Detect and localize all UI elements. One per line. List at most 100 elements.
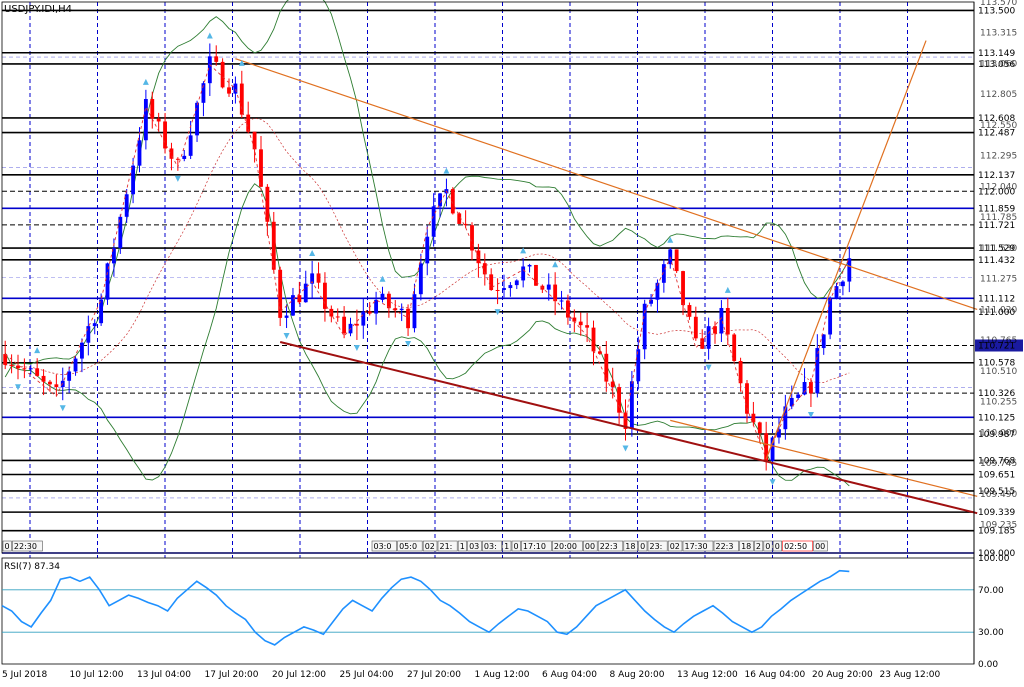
candle-body <box>559 300 564 302</box>
candle-body <box>99 299 104 324</box>
price-tick-label: 113.315 <box>980 29 1017 39</box>
time-tick-label: 1 Aug 12:00 <box>475 670 530 680</box>
fractal-down-arrow <box>174 175 181 182</box>
time-tag-label: 02 <box>425 542 435 551</box>
level-label: 111.529 <box>978 244 1015 254</box>
level-label: 110.125 <box>978 413 1015 423</box>
time-tick-label: 20 Aug 20:00 <box>812 670 873 680</box>
time-tag-label: 1 <box>460 542 465 551</box>
candle-body <box>22 368 27 370</box>
time-tag-box <box>422 540 438 552</box>
candle-body <box>457 213 462 224</box>
candle-body <box>527 264 532 267</box>
time-tag-label: 0 <box>5 542 10 551</box>
price-tick-label: 111.785 <box>980 213 1017 223</box>
time-tick-label: 25 Jul 04:00 <box>340 670 394 680</box>
candle-body <box>361 311 366 326</box>
candle-body <box>86 326 91 343</box>
candle-body <box>815 348 820 394</box>
trendline[interactable] <box>765 40 927 460</box>
time-tags: 0 22:30 03:0 05:0 02 21: 1 03 03: 1 0 17:10 20:00 00 2… <box>2 540 828 552</box>
fractal-up-arrow <box>142 78 149 85</box>
level-label: 112.000 <box>978 187 1015 197</box>
trendline[interactable] <box>670 419 978 497</box>
price-tick-label: 110.255 <box>980 398 1017 408</box>
candle-body <box>342 316 347 334</box>
time-tag-box <box>647 540 668 552</box>
candle-body <box>143 99 148 141</box>
candle-body <box>745 383 749 414</box>
level-label: 111.000 <box>978 308 1015 318</box>
zigzag-line <box>4 63 850 461</box>
candle-body <box>463 223 468 226</box>
fractal-up-arrow <box>724 286 731 293</box>
candle-body <box>188 135 193 156</box>
level-label: 109.339 <box>978 508 1015 518</box>
candle-body <box>35 368 40 376</box>
time-tag-label: 0 <box>640 542 645 551</box>
candle-body <box>719 308 724 334</box>
price-tick-label: 112.295 <box>980 152 1017 162</box>
candle-body <box>367 311 372 314</box>
time-tag-box <box>457 540 467 552</box>
time-tag-box <box>623 540 638 552</box>
candle-body <box>233 83 238 94</box>
time-tag-box <box>813 540 828 552</box>
time-tag-box <box>638 540 648 552</box>
candle-body <box>482 263 487 275</box>
time-tag-box <box>763 540 773 552</box>
time-tag-box <box>521 540 552 552</box>
time-tag-label: 00 <box>585 542 595 551</box>
rsi-tick-label: 0.00 <box>978 660 998 670</box>
candle-body <box>610 381 615 388</box>
trendline[interactable] <box>235 58 978 311</box>
time-tag-label: 0 <box>775 542 780 551</box>
time-tag-box <box>667 540 683 552</box>
rsi-tick-label: 30.00 <box>978 628 1004 638</box>
time-tag-label: 02:50 <box>784 542 807 551</box>
time-tag-label: 2 <box>756 542 761 551</box>
price-tick-label: 111.020 <box>980 305 1017 315</box>
time-tag-label: 0 <box>765 542 770 551</box>
candle-body <box>617 387 622 413</box>
candle-body <box>796 394 801 398</box>
price-tick-label: 111.530 <box>980 244 1017 254</box>
level-label: 109.768 <box>978 456 1015 466</box>
level-label: 112.487 <box>978 129 1015 139</box>
candle-body <box>278 269 283 318</box>
time-tick-label: 8 Aug 20:00 <box>610 670 665 680</box>
time-tag-box <box>713 540 739 552</box>
candle-body <box>674 249 679 272</box>
candle-body <box>92 323 97 327</box>
level-label: 113.149 <box>978 49 1015 59</box>
candle-body <box>111 248 116 264</box>
candle-body <box>546 284 551 290</box>
candle-body <box>438 193 442 207</box>
candle-body <box>700 338 705 349</box>
time-tag-label: 0 <box>514 542 519 551</box>
time-tag-box <box>739 540 754 552</box>
rsi-name-label: RSI(7) 87.34 <box>4 562 60 572</box>
candle-body <box>489 274 494 290</box>
price-tick-label: 110.510 <box>980 367 1017 377</box>
level-label: 110.721 <box>978 342 1015 352</box>
candle-body <box>60 380 65 388</box>
candle-body <box>105 263 110 300</box>
candle-body <box>687 305 692 317</box>
time-tag-label: 03: <box>484 542 497 551</box>
candle-body <box>834 286 839 299</box>
time-tag-label: 18 <box>741 542 751 551</box>
candle-body <box>374 299 379 314</box>
candle-body <box>572 317 577 322</box>
trendlines[interactable] <box>235 40 978 515</box>
fractal-down-arrow <box>14 384 21 391</box>
trendline[interactable] <box>279 341 978 515</box>
price-tick-label: 112.805 <box>980 90 1017 100</box>
fractal-down-arrow <box>705 364 712 371</box>
level-label: 109.000 <box>978 549 1015 559</box>
candle-body <box>310 273 315 284</box>
price-tick-label: 110.000 <box>980 428 1017 438</box>
candle-body <box>16 365 20 369</box>
